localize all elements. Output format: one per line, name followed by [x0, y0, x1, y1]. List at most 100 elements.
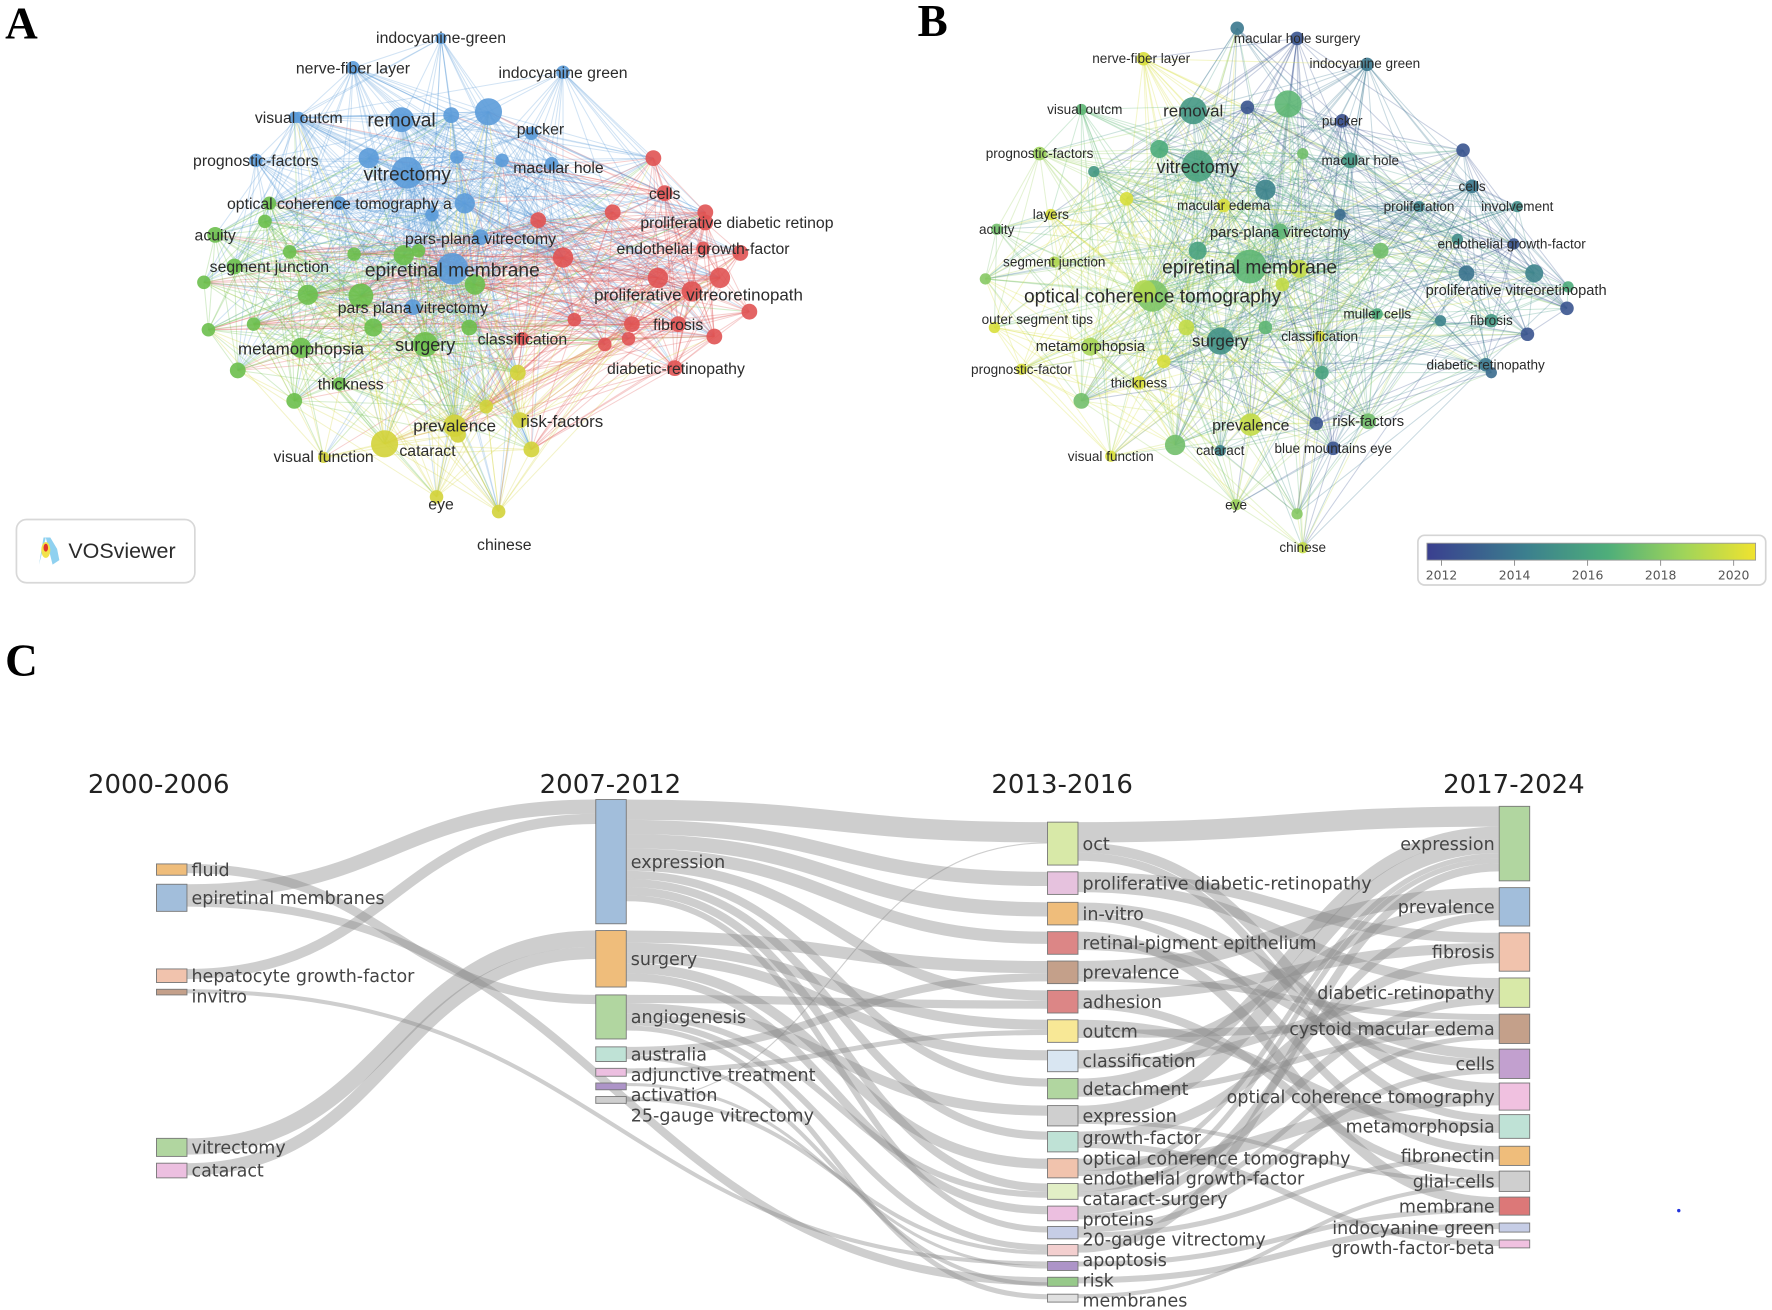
network-edge — [1332, 250, 1382, 449]
network-edge — [338, 67, 354, 204]
network-edge — [237, 295, 362, 371]
network-edge — [1220, 340, 1369, 422]
network-edge — [268, 203, 437, 498]
network-edge — [1247, 106, 1535, 274]
network-node-label: nerve-fiber layer — [1092, 51, 1190, 66]
network-node — [286, 393, 303, 409]
sankey-node-label: classification — [1083, 1052, 1196, 1072]
network-edge — [1143, 58, 1368, 65]
network-edge — [1247, 106, 1473, 187]
network-edge — [298, 116, 402, 121]
network-edge — [994, 327, 1112, 457]
network-edge — [1321, 186, 1473, 373]
network-edge — [573, 212, 614, 320]
network-edge — [1053, 171, 1095, 263]
network-edge — [208, 294, 308, 331]
network-edge — [412, 306, 632, 325]
network-edge — [498, 277, 721, 512]
network-node — [1274, 90, 1302, 118]
network-node — [1360, 413, 1377, 430]
network-edge — [1296, 120, 1343, 514]
network-edge — [1080, 291, 1146, 402]
sankey-node-label: in-vitro — [1083, 905, 1144, 925]
network-edge — [301, 338, 629, 349]
network-node — [1015, 363, 1028, 375]
network-edge — [1247, 63, 1368, 108]
legend-tick-label: 2018 — [1645, 567, 1677, 582]
network-edge — [1249, 214, 1341, 267]
network-edge — [407, 159, 503, 174]
network-edge — [1223, 205, 1458, 240]
network-edge — [1021, 148, 1160, 370]
network-node — [732, 245, 749, 261]
network-edge — [372, 214, 433, 328]
network-edge — [294, 400, 459, 436]
network-edge — [1138, 38, 1298, 384]
network-edge — [451, 133, 532, 270]
network-edge — [215, 234, 605, 345]
network-edge — [1192, 110, 1283, 285]
network-edge — [293, 211, 613, 402]
network-edge — [1110, 327, 1266, 457]
network-edge — [352, 67, 414, 308]
sankey-node-label: glial-cells — [1413, 1172, 1495, 1192]
network-edge — [1298, 64, 1368, 269]
network-edge — [1081, 327, 1187, 402]
sankey-node — [1047, 1105, 1079, 1127]
network-edge — [488, 111, 654, 159]
network-edge — [1319, 272, 1535, 338]
network-node — [1132, 376, 1146, 390]
network-edge — [1319, 313, 1378, 338]
network-node — [1484, 313, 1499, 328]
network-edge — [1197, 165, 1381, 252]
network-edge — [289, 236, 481, 253]
network-edge — [368, 157, 532, 450]
network-edge — [1039, 153, 1198, 167]
network-node — [1372, 242, 1389, 259]
network-edge — [431, 38, 442, 215]
network-edge — [1516, 206, 1535, 274]
network-edge — [360, 295, 426, 345]
network-edge — [255, 159, 470, 328]
sankey-link — [1077, 1067, 1500, 1233]
network-edge — [403, 254, 519, 374]
network-edge — [214, 234, 302, 349]
network-edge — [1192, 110, 1458, 240]
network-node — [741, 303, 758, 320]
network-edge — [1192, 110, 1341, 215]
network-edge — [1021, 346, 1091, 370]
network-edge — [401, 119, 539, 221]
network-edge — [1039, 153, 1146, 292]
network-edge — [307, 268, 453, 296]
network-edge — [1281, 284, 1334, 449]
sankey-node-label: retinal-pigment epithelium — [1083, 934, 1317, 954]
network-edge — [488, 111, 706, 223]
network-edge — [1080, 109, 1165, 362]
network-edge — [994, 326, 1322, 374]
network-edge — [407, 172, 721, 279]
network-node — [1335, 114, 1350, 128]
network-edge — [294, 383, 340, 402]
network-edge — [1152, 295, 1320, 338]
network-edge — [203, 117, 295, 283]
network-edge — [1138, 382, 1334, 449]
network-edge — [208, 214, 433, 331]
sankey-link — [1077, 1183, 1500, 1299]
network-edge — [1249, 266, 1467, 274]
network-node — [512, 412, 529, 429]
network-edge — [372, 119, 403, 328]
network-edge — [1321, 333, 1528, 374]
network-edge — [704, 222, 715, 337]
network-edge — [1342, 120, 1518, 208]
network-edge — [417, 250, 459, 435]
network-edge — [1321, 160, 1351, 373]
network-edge — [1490, 243, 1515, 321]
network-edge — [485, 72, 564, 407]
network-edge — [1158, 27, 1238, 150]
network-edge — [480, 72, 564, 238]
network-edge — [1219, 266, 1251, 451]
network-edge — [537, 220, 575, 320]
network-edge — [1080, 109, 1153, 297]
network-edge — [985, 165, 1198, 280]
network-edge — [480, 192, 665, 238]
